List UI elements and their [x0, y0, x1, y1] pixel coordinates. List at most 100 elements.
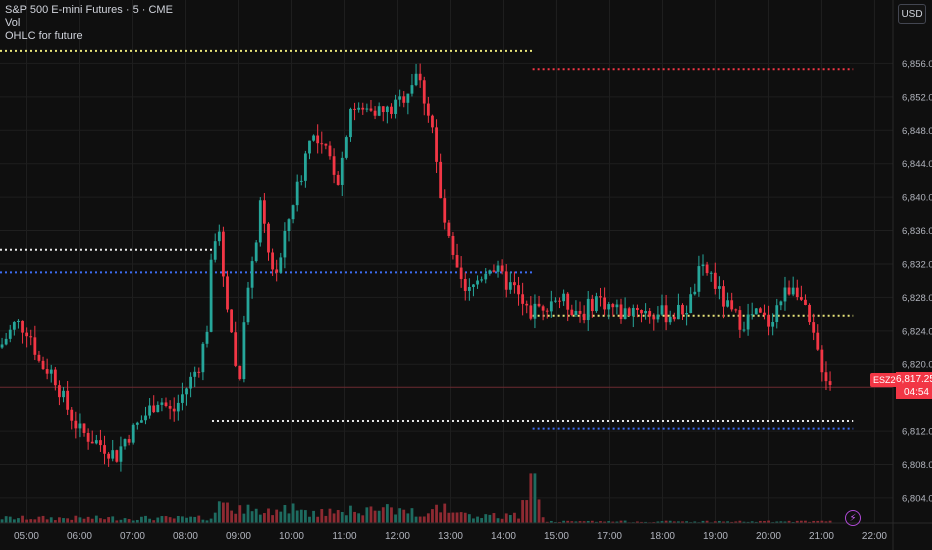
- volume-bar: [619, 520, 623, 523]
- volume-bar: [17, 518, 20, 523]
- volume-bar: [476, 516, 479, 523]
- candle: [94, 434, 98, 445]
- y-tick-label: 6,812.00: [902, 427, 932, 438]
- y-tick-label: 6,832.00: [902, 259, 932, 270]
- volume-bar: [484, 514, 488, 523]
- candle: [25, 327, 29, 348]
- candle: [303, 150, 307, 188]
- candle: [496, 260, 500, 278]
- candle: [607, 301, 611, 320]
- volume-bar: [246, 504, 250, 523]
- volume-bar: [636, 521, 639, 523]
- volume-bar: [258, 514, 262, 523]
- volume-bar: [254, 508, 258, 523]
- volume-bar: [66, 518, 70, 523]
- volume-bar: [754, 521, 758, 523]
- volume-bar: [308, 516, 311, 523]
- candle: [537, 295, 541, 308]
- volume-bar: [640, 521, 643, 523]
- volume-indicator-label[interactable]: Vol: [5, 17, 21, 29]
- candle: [693, 283, 697, 296]
- candle: [566, 292, 570, 322]
- candle: [676, 293, 680, 320]
- volume-bar: [492, 513, 496, 523]
- candle: [816, 324, 820, 351]
- volume-bar: [664, 520, 668, 523]
- volume-bar: [513, 512, 516, 523]
- volume-bar: [791, 521, 795, 523]
- volume-bar: [213, 512, 217, 523]
- candle: [467, 278, 471, 301]
- volume-bar: [242, 513, 246, 523]
- candle: [812, 313, 816, 341]
- volume-bar: [644, 521, 648, 523]
- candle: [176, 394, 180, 421]
- lightning-icon[interactable]: ⚡: [845, 510, 861, 526]
- candle: [12, 321, 16, 336]
- volume-bar: [353, 511, 356, 523]
- candle: [586, 290, 590, 331]
- x-tick-label: 09:00: [226, 531, 251, 542]
- candle: [771, 313, 775, 336]
- candle: [783, 276, 787, 311]
- candle: [476, 275, 479, 289]
- candle: [8, 324, 12, 343]
- candle: [808, 303, 811, 325]
- volume-bar: [410, 508, 414, 523]
- volume-bar: [414, 516, 418, 523]
- candle: [82, 423, 86, 437]
- volume-bar: [205, 520, 209, 523]
- volume-bar: [29, 519, 33, 523]
- volume-bar: [226, 502, 229, 523]
- candle: [734, 308, 738, 313]
- volume-bar: [86, 516, 90, 523]
- candle: [295, 174, 299, 212]
- candle: [681, 303, 684, 321]
- ohlc-levels: [0, 49, 893, 430]
- volume-bar: [344, 515, 348, 523]
- candle: [504, 264, 508, 298]
- volume-bar: [508, 514, 512, 523]
- candle: [709, 271, 713, 282]
- volume-bar: [217, 501, 221, 523]
- candle: [439, 153, 443, 199]
- volume-bar: [496, 518, 500, 523]
- symbol-title[interactable]: S&P 500 E-mini Futures · 5 · CME: [5, 4, 173, 16]
- volume-bar: [722, 521, 725, 523]
- candle: [488, 269, 492, 276]
- candle: [0, 337, 4, 349]
- x-tick-label: 19:00: [703, 531, 728, 542]
- volume-bar: [713, 521, 717, 523]
- volume-bar: [123, 518, 127, 523]
- volume-bar: [668, 520, 672, 523]
- volume-bar: [41, 515, 45, 523]
- y-tick-label: 6,852.00: [902, 92, 932, 103]
- ohlc-indicator-label[interactable]: OHLC for future: [5, 30, 83, 42]
- volume-bar: [181, 516, 184, 523]
- volume-bar: [8, 516, 12, 523]
- volume-bar: [82, 518, 86, 523]
- volume-bar: [230, 510, 233, 523]
- candle: [472, 283, 475, 297]
- volume-bar: [779, 521, 783, 523]
- candle: [463, 272, 467, 301]
- volume-bar: [131, 520, 135, 523]
- candle: [767, 305, 770, 336]
- volume-bar: [262, 513, 266, 523]
- volume-bar: [115, 520, 119, 523]
- volume-bar: [472, 518, 475, 523]
- y-tick-label: 6,804.00: [902, 493, 932, 504]
- candle: [230, 309, 233, 333]
- candle: [672, 312, 676, 322]
- volume-bar: [603, 521, 607, 523]
- volume-bar: [234, 513, 238, 523]
- volume-bar: [545, 521, 549, 523]
- x-tick-label: 05:00: [14, 531, 39, 542]
- currency-button[interactable]: USD: [898, 4, 926, 24]
- volume-bar: [0, 519, 4, 523]
- volume-bar: [238, 505, 242, 523]
- candle: [500, 259, 504, 275]
- volume-bar: [185, 517, 188, 523]
- candle: [287, 218, 291, 242]
